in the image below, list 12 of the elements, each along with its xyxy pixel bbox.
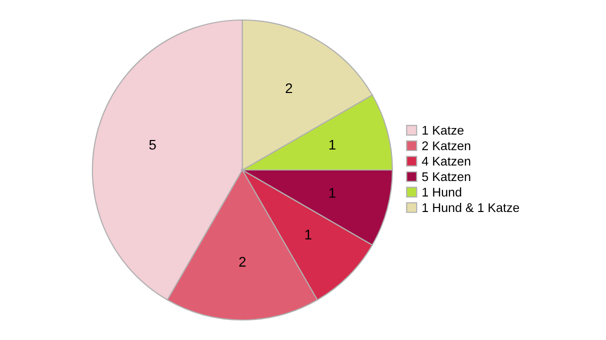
- data-label: 2: [239, 256, 246, 267]
- data-label: 1: [305, 230, 312, 240]
- legend-label: 4 Katzen: [422, 156, 470, 166]
- legend-label: 2 Katzen: [422, 141, 470, 150]
- data-label: 1: [329, 188, 336, 198]
- legend-label: 1 Hund: [422, 187, 462, 197]
- legend-label: 5 Katzen: [422, 172, 470, 182]
- legend-label: 1 Katze: [422, 126, 464, 135]
- legend-label: 1 Hund & 1 Katze: [422, 202, 520, 212]
- data-label: 1: [329, 140, 336, 150]
- data-label: 5: [149, 140, 156, 150]
- data-label: 2: [286, 83, 292, 94]
